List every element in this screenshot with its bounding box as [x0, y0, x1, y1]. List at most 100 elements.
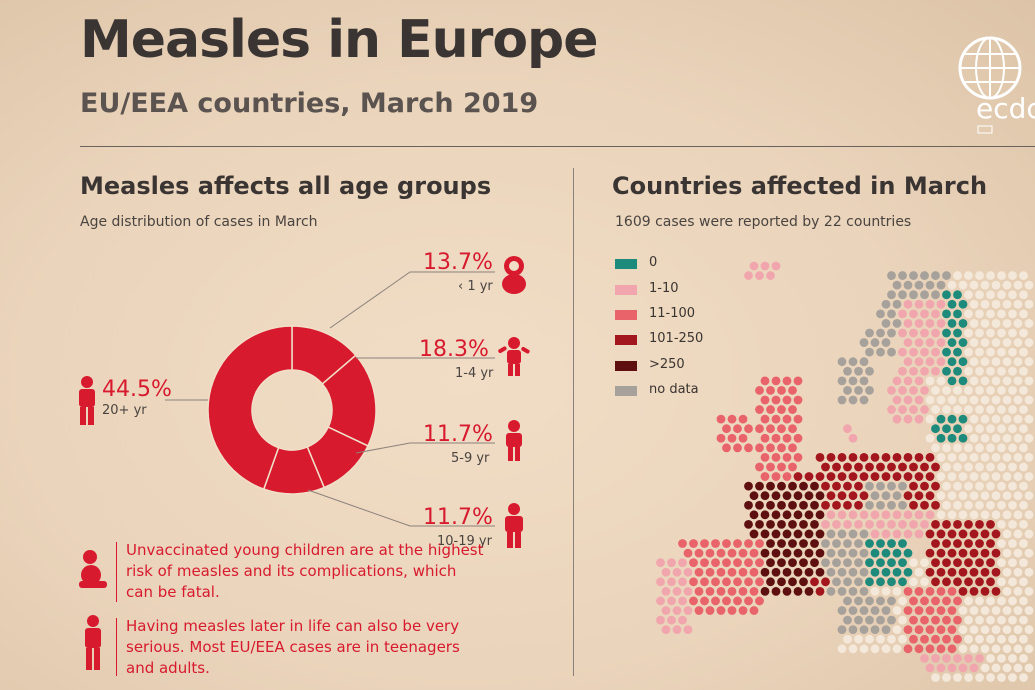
map-dot-1-10: [914, 357, 924, 367]
map-dot-no-data: [865, 596, 874, 606]
map-dot-no-report: [1024, 663, 1034, 673]
map-dot-101-250: [832, 462, 841, 472]
map-dot-over-250: [810, 481, 819, 491]
map-dot-no-report: [936, 376, 946, 386]
map-dot-no-report: [975, 443, 984, 453]
map-dot-no-report: [1019, 424, 1028, 434]
map-dot-101-250: [991, 548, 1001, 558]
map-dot-over-250: [815, 510, 825, 520]
globe-icon: ecdc: [958, 36, 1035, 134]
map-dot-no-report: [986, 443, 995, 453]
map-dot-no-report: [964, 271, 973, 280]
map-dot-no-report: [980, 376, 990, 386]
map-dot-no-report: [1013, 529, 1023, 539]
map-dot-no-report: [1013, 433, 1023, 443]
map-dot-no-report: [980, 319, 990, 328]
map-dot-over-250: [755, 481, 764, 491]
map-dot-over-250: [793, 529, 803, 539]
map-dot-no-report: [980, 663, 990, 673]
map-dot-11-100: [771, 453, 781, 462]
map-dot-no-data: [892, 491, 902, 501]
map-dot-over-250: [788, 519, 797, 529]
map-dot-101-250: [881, 472, 891, 481]
map-dot-no-report: [1019, 271, 1028, 280]
map-dot-1-10: [881, 529, 891, 539]
map-dot-no-report: [986, 386, 995, 395]
map-dot-1-10: [920, 519, 929, 529]
map-dot-no-report: [936, 395, 946, 405]
map-dot-no-report: [947, 491, 957, 501]
map-dot-101-250: [936, 529, 946, 539]
map-dot-101-250: [964, 577, 973, 587]
map-dot-no-report: [1008, 366, 1017, 376]
map-dot-101-250: [815, 472, 825, 481]
map-dot-over-250: [766, 539, 775, 548]
map-dot-no-report: [980, 606, 990, 615]
map-dot-no-report: [997, 328, 1006, 338]
map-dot-1-10: [661, 606, 671, 615]
map-dot-no-data: [859, 548, 869, 558]
map-dot-no-data: [821, 558, 830, 568]
map-dot-1-10: [936, 299, 946, 309]
map-dot-1-10: [887, 405, 896, 414]
map-dot-11-100: [793, 376, 803, 386]
baby-sitting-icon: [79, 550, 107, 588]
map-dot-101-250: [854, 500, 863, 510]
map-dot-1-10: [920, 386, 929, 395]
map-dot-101-250: [854, 462, 863, 472]
map-dot-11-100: [700, 596, 709, 606]
map-dot-no-report: [986, 424, 995, 434]
map-dot-no-report: [964, 366, 973, 376]
map-dot-1-10: [936, 319, 946, 328]
map-dot-no-report: [953, 673, 962, 682]
map-dot-101-250: [859, 472, 869, 481]
map-dot-over-250: [771, 586, 781, 596]
map-dot-11-100: [727, 586, 737, 596]
map-dot-no-data: [826, 529, 836, 539]
map-dot-11-100: [738, 567, 748, 577]
map-dot-11-100: [953, 596, 962, 606]
map-dot-11-100: [689, 596, 698, 606]
map-dot-101-250: [903, 491, 913, 501]
map-dot-1-10: [925, 663, 935, 673]
map-dot-no-report: [848, 644, 858, 654]
map-dot-no-data: [887, 290, 896, 300]
map-dot-no-report: [975, 309, 984, 319]
map-dot-11-100: [771, 376, 781, 386]
map-dot-1-10: [920, 366, 929, 376]
map-dot-no-report: [920, 577, 929, 587]
map-dot-no-data: [876, 500, 885, 510]
map-dot-no-data: [870, 491, 880, 501]
map-dot-101-250: [942, 539, 951, 548]
map-dot-1-10: [859, 510, 869, 520]
map-dot-11-100: [936, 586, 946, 596]
map-dot-no-report: [1008, 558, 1017, 568]
map-dot-1-10: [953, 653, 962, 663]
map-dot-no-data: [865, 347, 874, 357]
map-dot-11-100: [947, 606, 957, 615]
map-dot-11-100: [755, 386, 764, 395]
map-dot-101-250: [837, 491, 847, 501]
map-dot-no-report: [1019, 290, 1028, 300]
map-dot-11-100: [738, 414, 748, 424]
map-dot-101-250: [903, 453, 913, 462]
map-dot-over-250: [793, 567, 803, 577]
map-dot-11-100: [722, 539, 731, 548]
map-dot-no-report: [1019, 462, 1028, 472]
map-dot-1-10: [667, 558, 676, 568]
map-dot-11-100: [777, 443, 786, 453]
map-dot-zero: [942, 309, 951, 319]
map-dot-101-250: [980, 567, 990, 577]
legend-swatch: [615, 361, 637, 371]
map-dot-1-10: [656, 558, 665, 568]
map-dot-no-report: [1002, 376, 1012, 386]
map-dot-11-100: [760, 414, 770, 424]
map-dot-no-report: [1013, 548, 1023, 558]
legend-swatch: [615, 386, 637, 396]
map-dot-no-report: [1024, 472, 1034, 481]
map-dot-11-100: [782, 453, 792, 462]
map-dot-1-10: [964, 653, 973, 663]
map-dot-zero: [865, 577, 874, 587]
map-dot-over-250: [766, 519, 775, 529]
map-dot-no-data: [931, 290, 940, 300]
